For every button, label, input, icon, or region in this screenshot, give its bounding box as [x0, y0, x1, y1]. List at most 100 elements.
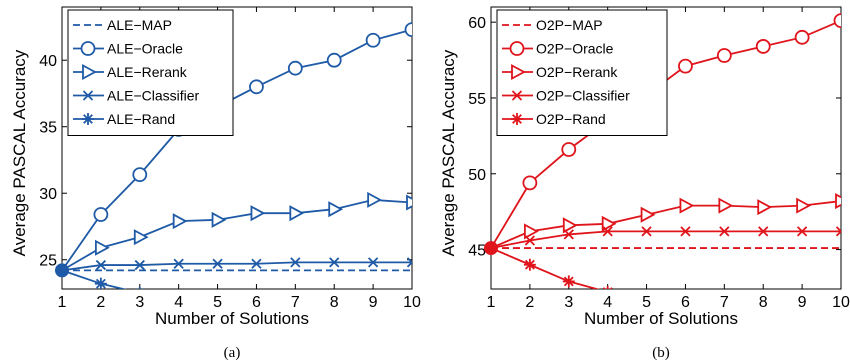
data-point-triangle	[94, 239, 110, 256]
x-tick-label: 3	[135, 294, 144, 311]
data-point-x	[563, 229, 574, 240]
x-tick-label: 8	[330, 294, 339, 311]
x-tick-label: 6	[252, 294, 261, 311]
legend-marker-star	[511, 113, 523, 125]
data-point-circle	[132, 167, 148, 183]
series-line-x	[62, 261, 412, 272]
data-point-triangle	[367, 191, 383, 208]
legend-entry-label: ALE−Oracle	[107, 41, 183, 57]
data-point-triangle	[601, 215, 617, 232]
series-line-circle	[62, 28, 412, 271]
data-point-circle	[365, 32, 381, 48]
data-point-star	[796, 310, 808, 322]
data-point-x	[134, 259, 145, 271]
data-point-star	[835, 313, 847, 325]
data-point-triangle	[211, 211, 227, 228]
data-point-circle	[794, 29, 810, 45]
data-point-circle	[755, 39, 771, 54]
y-tick-label: 60	[468, 15, 486, 32]
data-point-triangle	[172, 213, 188, 230]
data-point-x	[602, 226, 613, 237]
legend-marker-triangle	[82, 63, 97, 81]
data-point-triangle	[718, 197, 734, 214]
legend-entry-label: O2P−Classifier	[536, 88, 630, 104]
data-point-circle	[249, 79, 264, 95]
data-point-triangle	[133, 229, 149, 246]
data-point-star	[94, 277, 107, 289]
legend-entry-label: ALE−MAP	[107, 17, 172, 33]
data-point-circle	[287, 60, 303, 76]
data-point-circle	[833, 13, 841, 29]
x-tick-label: 1	[487, 294, 496, 311]
x-axis-label: Number of Solutions	[584, 309, 738, 328]
plot-frame	[490, 6, 842, 290]
x-tick-label: 10	[832, 294, 850, 311]
x-tick-label: 4	[603, 294, 612, 311]
legend-entry-label: O2P−Oracle	[536, 41, 614, 57]
data-point-circle	[561, 142, 577, 157]
x-tick-label: 1	[58, 294, 67, 311]
start-point	[484, 241, 498, 256]
data-point-triangle	[328, 201, 344, 218]
data-point-x	[524, 235, 536, 246]
y-tick-label: 45	[468, 243, 486, 260]
legend-marker-circle	[509, 41, 525, 56]
data-point-x	[173, 258, 184, 269]
data-point-x	[95, 259, 107, 271]
y-axis-label: Average PASCAL Accuracy	[439, 49, 458, 256]
x-axis-label: Number of Solutions	[155, 309, 309, 328]
data-point-circle	[716, 48, 732, 63]
data-point-x	[680, 226, 691, 237]
chart-panel-a: 1 2 3 4 5 6 7 8 9 10 25 30 35 40 Number of Solutions Av…	[10, 6, 421, 361]
plot-frame	[61, 6, 413, 290]
data-point-circle	[326, 52, 342, 68]
legend-marker-star	[82, 113, 94, 125]
legend-entry-label: O2P−MAP	[536, 17, 603, 33]
data-point-triangle	[406, 194, 412, 211]
x-tick-label: 2	[525, 294, 534, 311]
data-point-star	[367, 312, 379, 324]
data-point-triangle	[679, 197, 695, 214]
data-point-x	[719, 226, 730, 237]
data-point-triangle	[640, 206, 656, 223]
legend-marker-x	[511, 90, 523, 101]
x-tick-label: 9	[798, 294, 807, 311]
x-tick-label: 2	[96, 294, 105, 311]
data-point-triangle	[523, 223, 539, 240]
y-tick-label: 30	[39, 186, 57, 203]
legend-entry-label: O2P−Rerank	[536, 64, 618, 80]
legend-marker-triangle	[511, 63, 526, 81]
data-point-triangle	[562, 217, 578, 234]
data-point-star	[406, 315, 418, 327]
data-point-x	[329, 257, 340, 268]
x-tick-label: 4	[174, 294, 183, 311]
legend-marker-x	[82, 90, 94, 101]
data-point-x	[796, 226, 808, 237]
panel-caption: (a)	[224, 345, 241, 361]
panel-caption: (b)	[652, 345, 670, 361]
data-point-triangle	[289, 205, 305, 222]
legend-entry-label: ALE−Rerank	[107, 64, 188, 80]
x-tick-label: 9	[369, 294, 378, 311]
x-tick-label: 10	[403, 294, 421, 311]
x-tick-label: 5	[642, 294, 651, 311]
legend-entry-label: ALE−Classifier	[107, 88, 200, 104]
series-line-star	[491, 247, 600, 289]
series-line-triangle	[491, 200, 841, 249]
y-tick-label: 25	[39, 253, 57, 270]
x-tick-label: 8	[759, 294, 768, 311]
x-tick-label: 6	[681, 294, 690, 311]
y-tick-label: 55	[468, 91, 486, 108]
data-point-triangle	[835, 193, 841, 210]
x-tick-label: 3	[564, 294, 573, 311]
y-tick-label: 50	[468, 167, 486, 184]
data-point-circle	[678, 58, 693, 74]
legend-entry-label: O2P−Rand	[536, 111, 606, 127]
series-line-star	[62, 269, 127, 289]
data-point-star	[523, 258, 536, 271]
data-point-circle	[404, 22, 412, 38]
data-point-x	[212, 258, 223, 269]
data-point-triangle	[796, 197, 812, 214]
data-point-circle	[93, 207, 109, 222]
